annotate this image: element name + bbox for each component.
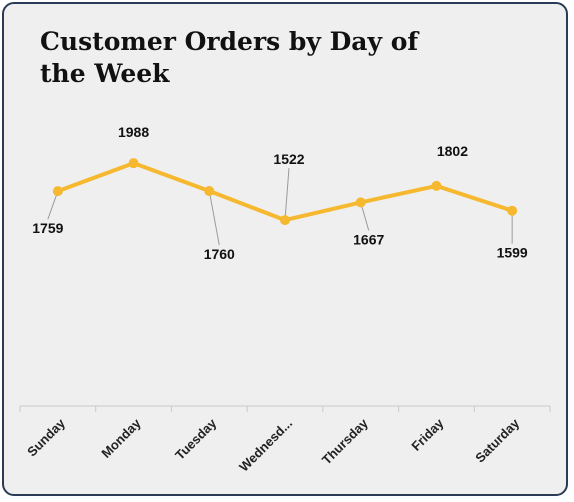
data-point-monday [129,158,139,168]
x-tick-label: Wednesd... [236,416,295,475]
x-tick-label: Monday [98,415,144,461]
data-point-thursday [356,197,366,207]
x-tick-label: Thursday [319,415,372,468]
x-tick-label: Sunday [24,415,68,459]
data-label: 1759 [32,220,63,236]
data-label-leader [285,168,289,220]
x-tick-label: Friday [408,415,447,454]
data-label: 1988 [118,124,149,140]
data-label-leader [209,191,219,245]
data-point-friday [431,181,441,191]
x-tick-label: Tuesday [172,415,220,463]
series-line [58,163,512,220]
data-point-saturday [507,206,517,216]
data-label: 1599 [497,245,528,261]
data-point-wednesd [280,215,290,225]
data-point-tuesday [204,186,214,196]
data-label: 1802 [437,143,468,159]
x-tick-label: Saturday [472,415,522,465]
data-point-sunday [53,186,63,196]
data-label: 1760 [204,246,235,262]
data-label: 1522 [273,151,304,167]
data-label: 1667 [353,231,384,247]
